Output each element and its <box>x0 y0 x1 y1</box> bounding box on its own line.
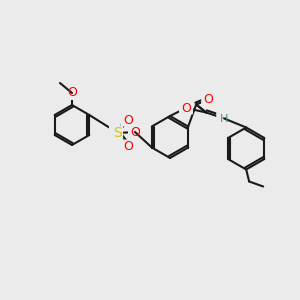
Text: H: H <box>220 113 228 124</box>
Text: S: S <box>114 126 122 140</box>
Text: O: O <box>123 140 133 152</box>
FancyBboxPatch shape <box>128 125 142 139</box>
FancyBboxPatch shape <box>216 112 232 125</box>
Text: O: O <box>123 113 133 127</box>
FancyBboxPatch shape <box>121 140 135 152</box>
FancyBboxPatch shape <box>201 93 215 106</box>
FancyBboxPatch shape <box>109 125 127 141</box>
Text: O: O <box>181 101 191 115</box>
FancyBboxPatch shape <box>179 101 193 115</box>
Text: O: O <box>130 125 140 139</box>
FancyBboxPatch shape <box>64 86 80 100</box>
Text: O: O <box>203 93 213 106</box>
FancyBboxPatch shape <box>121 113 135 127</box>
Text: O: O <box>67 86 77 100</box>
